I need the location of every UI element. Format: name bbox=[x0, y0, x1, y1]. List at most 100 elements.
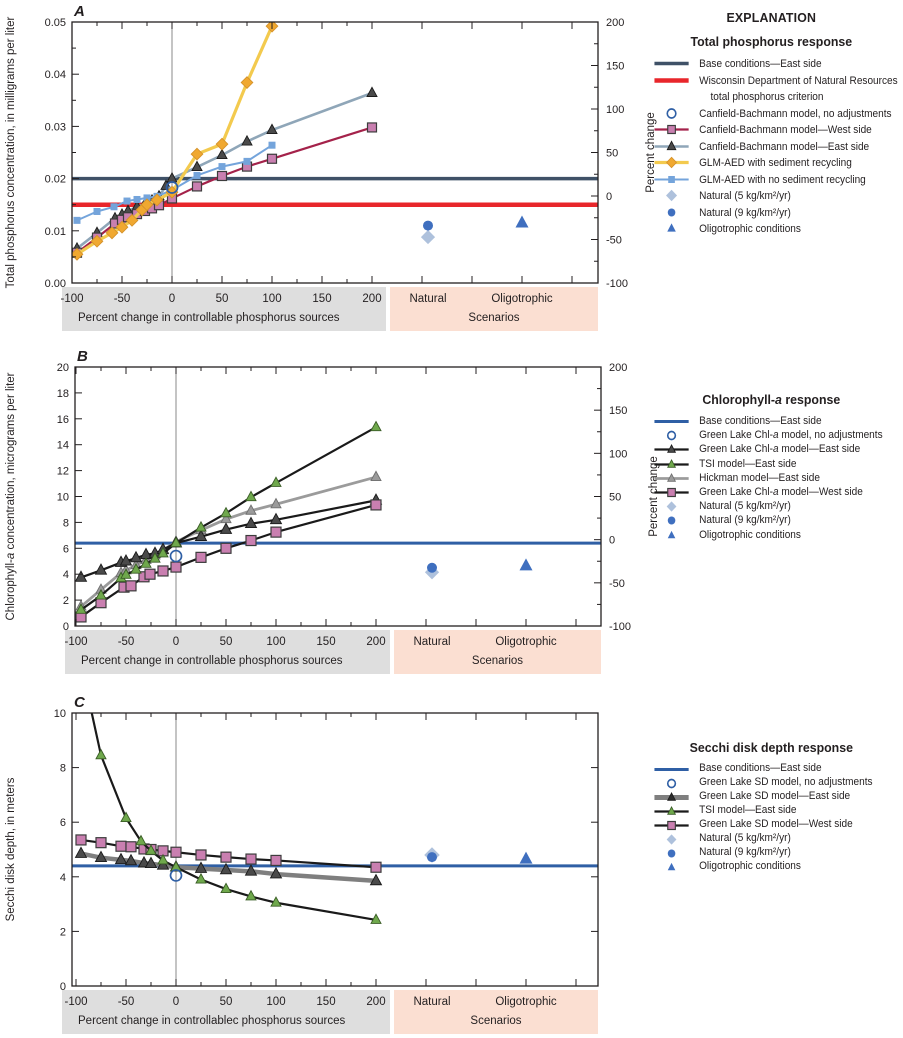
panel-letter: C bbox=[74, 694, 86, 711]
series-green-lake-sd-east-marker bbox=[144, 856, 158, 868]
series-tsi-east bbox=[90, 713, 382, 924]
legend-symbol bbox=[644, 73, 699, 87]
legend-title: Secchi disk depth response bbox=[689, 740, 853, 755]
series-green-lake-sd-west-marker bbox=[170, 846, 182, 858]
right-axis-title: Percent change bbox=[648, 456, 660, 537]
triangle-legend-symbol bbox=[667, 530, 676, 538]
right-tick-label: 0 bbox=[609, 535, 615, 547]
series-tsi-east-marker bbox=[270, 896, 282, 907]
series-glm-aed-sediment bbox=[72, 22, 279, 261]
series-glm-aed-sediment-marker bbox=[190, 147, 204, 161]
x-axis-title: Percent change in controllablec phosphor… bbox=[78, 1015, 345, 1027]
scenario-point-natural-9 bbox=[423, 220, 433, 231]
x-tick-label: 0 bbox=[169, 293, 175, 305]
plot-border bbox=[71, 21, 599, 284]
y-tick-label: 0.02 bbox=[45, 174, 66, 186]
series-canfield-bachmann-west-marker bbox=[266, 153, 278, 164]
x-tick-label: 100 bbox=[262, 293, 281, 305]
series-tsi-east-marker bbox=[95, 748, 107, 760]
legend-marker bbox=[666, 139, 677, 150]
y-axis-title: Total phosphorus concentration, in milli… bbox=[5, 17, 17, 289]
series-green-lake-chla-west-marker bbox=[157, 565, 169, 577]
right-tick-label: -100 bbox=[609, 621, 631, 633]
legend-symbol bbox=[644, 846, 699, 860]
series-green-lake-sd-west-marker bbox=[95, 837, 107, 849]
right-axis-title: Percent change bbox=[645, 112, 657, 193]
series-green-lake-sd-east-marker bbox=[94, 850, 108, 862]
panel-letter: A bbox=[73, 3, 85, 20]
series-green-lake-sd-east-marker bbox=[244, 864, 258, 876]
diamond-legend-symbol bbox=[666, 501, 677, 512]
legend-symbol bbox=[644, 155, 699, 169]
scenario-point-oligotrophic bbox=[515, 215, 529, 228]
x-tick-label: 0 bbox=[173, 996, 179, 1008]
series-tsi-east-marker bbox=[245, 889, 257, 901]
legend-marker bbox=[667, 458, 677, 468]
legend-item: Green Lake SD model, no adjustments bbox=[644, 776, 899, 790]
series-glm-aed-sediment-marker bbox=[140, 198, 154, 212]
x-tick-label: 200 bbox=[366, 996, 385, 1008]
series-green-lake-chla-east-marker bbox=[219, 522, 233, 534]
scenario-point-natural-9 bbox=[427, 852, 437, 863]
x-axis-band bbox=[65, 630, 390, 674]
series-green-lake-sd-east-marker bbox=[114, 852, 128, 865]
x-tick-label: 50 bbox=[220, 636, 233, 648]
series-green-lake-chla-west-marker bbox=[144, 568, 156, 580]
series-tsi-east-marker bbox=[220, 882, 232, 894]
legend-item: Natural (9 kg/km²/yr) bbox=[644, 513, 899, 527]
legend-item-label: Green Lake Chl-a model—East side bbox=[699, 443, 861, 456]
legend-symbol bbox=[644, 56, 699, 70]
legend-symbol bbox=[644, 485, 699, 499]
explanation-heading: EXPLANATION bbox=[726, 10, 817, 25]
legend-item-label: Canfield-Bachmann model, no adjustments bbox=[699, 107, 892, 120]
legend-item: Natural (5 kg/km²/yr) bbox=[644, 832, 899, 846]
legend-item-label: Hickman model—East side bbox=[699, 471, 820, 484]
series-canfield-bachmann-west-marker bbox=[191, 181, 203, 192]
legend-item-label: Canfield-Bachmann model—West side bbox=[699, 124, 872, 136]
series-tsi-east-marker bbox=[95, 588, 107, 600]
scenario-region-label: Scenarios bbox=[472, 655, 523, 667]
series-green-lake-chla-east-marker bbox=[269, 512, 283, 525]
y-tick-label: 10 bbox=[57, 492, 69, 504]
series-hickman-east-marker bbox=[270, 497, 282, 509]
scenario-category-label: Natural bbox=[413, 636, 450, 648]
open-circle-legend-symbol bbox=[666, 430, 677, 441]
series-glm-aed-sediment-marker bbox=[240, 76, 254, 89]
scenario-category-label: Oligotrophic bbox=[495, 996, 557, 1008]
legend-item-label: GLM-AED with no sediment recycling bbox=[699, 173, 866, 186]
triangle-legend-symbol bbox=[654, 472, 689, 482]
legend-item: GLM-AED with sediment recycling bbox=[644, 155, 899, 172]
series-tsi-east-marker bbox=[135, 834, 147, 846]
y-tick-label: 0.03 bbox=[45, 121, 66, 133]
legend-marker bbox=[667, 487, 676, 498]
scenario-point-oligotrophic bbox=[519, 558, 533, 571]
y-tick-label: 6 bbox=[63, 543, 69, 555]
x-tick-label: 0 bbox=[173, 636, 179, 648]
legend-symbol bbox=[644, 762, 699, 776]
y-tick-label: 10 bbox=[54, 708, 66, 720]
scenario-category-label: Natural bbox=[409, 293, 446, 305]
legend-item-label: Natural (5 kg/km²/yr) bbox=[699, 190, 791, 202]
legend-marker bbox=[666, 189, 678, 202]
legend-item-label: Natural (9 kg/km²/yr) bbox=[699, 846, 791, 858]
series-tsi-east-marker bbox=[120, 811, 132, 823]
series-green-lake-sd-east-marker bbox=[219, 862, 233, 875]
legend-symbol bbox=[644, 860, 699, 874]
axis-ticks bbox=[71, 21, 598, 284]
y-tick-label: 0 bbox=[63, 621, 69, 633]
legend-item-label: Natural (5 kg/km²/yr) bbox=[699, 500, 791, 513]
y-tick-label: 18 bbox=[57, 388, 69, 400]
legend-symbol bbox=[644, 205, 699, 219]
legend-symbol bbox=[644, 414, 699, 428]
series-glm-aed-no-sediment-marker bbox=[133, 195, 141, 203]
series-tsi-east-marker bbox=[149, 552, 161, 563]
series-tsi-east-marker bbox=[370, 913, 382, 924]
scenario-category-label: Oligotrophic bbox=[491, 293, 553, 305]
legend-item: Base conditions—East side bbox=[644, 414, 899, 428]
open-circle-legend-symbol bbox=[666, 107, 677, 119]
series-green-lake-sd-west-marker bbox=[370, 861, 382, 873]
series-tsi-east-marker bbox=[130, 563, 142, 574]
legend-marker bbox=[667, 862, 676, 871]
right-tick-label: 50 bbox=[606, 148, 618, 160]
triangle-legend-symbol bbox=[667, 862, 676, 871]
